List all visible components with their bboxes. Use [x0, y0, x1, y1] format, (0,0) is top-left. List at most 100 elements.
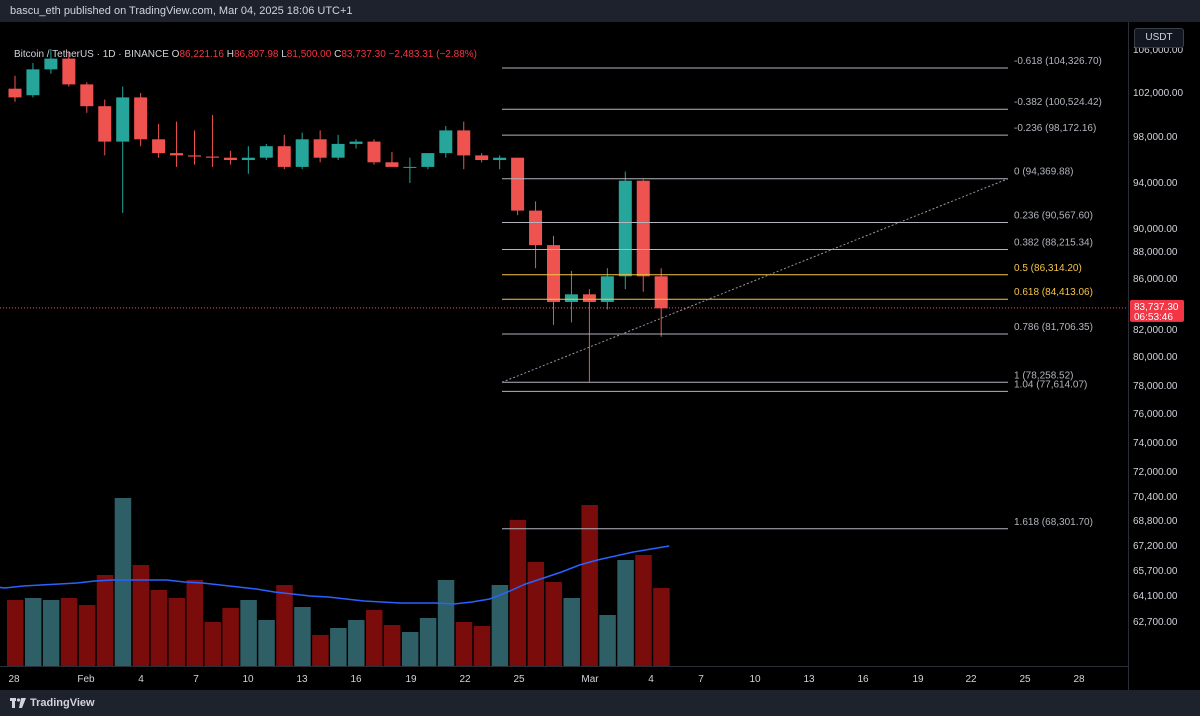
time-tick-label: 16: [350, 674, 362, 685]
volume-bar: [24, 598, 42, 666]
candle-body: [547, 245, 560, 302]
price-axis[interactable]: 106,000.00 102,000.00 98,000.00 94,000.00 90…: [1128, 22, 1200, 690]
candle-body: [134, 97, 148, 140]
published-info: bascu_eth published on TradingView.com, …: [10, 5, 353, 17]
time-tick-label: 19: [405, 674, 417, 685]
close-label: C: [334, 49, 342, 60]
trend-line[interactable]: [501, 178, 1009, 383]
time-tick-label: 16: [857, 674, 869, 685]
fib-level-label: -0.382 (100,524.42): [1014, 97, 1102, 108]
candle-body: [277, 146, 291, 167]
fib-level-label: 0.5 (86,314.20): [1014, 263, 1082, 274]
candle-body: [98, 106, 112, 142]
last-price-countdown: 06:53:46: [1134, 312, 1173, 323]
candle-body: [26, 69, 40, 96]
volume-bar: [96, 575, 114, 666]
candle-body: [241, 157, 255, 160]
volume-ma-line: [0, 545, 670, 605]
symbol-name: Bitcoin / TetherUS · 1D · BINANCE: [14, 49, 169, 60]
candle-body: [529, 210, 543, 246]
volume-bar: [60, 598, 78, 666]
symbol-legend: Bitcoin / TetherUS · 1D · BINANCE O86,22…: [14, 49, 477, 60]
volume-bar: [258, 620, 275, 666]
candle-body: [349, 141, 363, 144]
volume-bar: [653, 588, 670, 666]
price-tick-label: 90,000.00: [1133, 224, 1178, 235]
price-tick-label: 86,000.00: [1133, 274, 1178, 285]
price-tick-label: 76,000.00: [1133, 409, 1178, 420]
volume-bar: [132, 565, 150, 666]
fib-level-label: 1 (78,258.52): [1014, 370, 1074, 381]
candle-body: [636, 180, 650, 277]
volume-bar: [383, 625, 401, 666]
volume-bar: [78, 605, 96, 666]
close-value: 83,737.30: [341, 49, 386, 60]
volume-bar: [437, 580, 455, 666]
time-tick-label: 10: [749, 674, 761, 685]
candle-body: [152, 139, 166, 154]
candle-body: [80, 84, 94, 107]
fib-level-label: 0.786 (81,706.35): [1014, 322, 1093, 333]
volume-bar: [150, 590, 168, 666]
candle-body: [493, 157, 507, 160]
time-tick-label: Feb: [77, 674, 95, 685]
volume-bar: [599, 615, 616, 666]
candle-body: [511, 157, 525, 211]
price-tick-label: 67,200.00: [1133, 541, 1178, 552]
candle-body: [170, 153, 184, 156]
fib-level-label: 0 (94,369.88): [1014, 167, 1074, 178]
price-tick-label: 80,000.00: [1133, 352, 1178, 363]
volume-bar: [168, 598, 186, 666]
candle-body: [654, 276, 668, 309]
time-tick-label: 22: [459, 674, 471, 685]
chart-area[interactable]: -0.618 (104,326.70) -0.382 (100,524.42) -0…: [0, 22, 1128, 690]
volume-bar: [401, 632, 419, 666]
candle-body: [259, 146, 273, 158]
low-label: L: [281, 49, 287, 60]
time-tick-label: 10: [242, 674, 254, 685]
fib-level-label: 1.618 (68,301.70): [1014, 517, 1093, 528]
time-tick-label: 22: [965, 674, 977, 685]
candle-body: [223, 157, 237, 160]
time-axis[interactable]: 28 Feb 4 7 10 13 16 19 22 25 Mar 4 7 10 13 16 19 22 25 28: [0, 666, 1128, 691]
candle-body: [116, 97, 130, 142]
candle-body: [421, 153, 435, 167]
volume-bar: [563, 598, 580, 666]
volume-bar: [581, 505, 598, 666]
candle-body: [62, 58, 76, 85]
currency-button[interactable]: USDT: [1134, 28, 1184, 48]
candle-body: [313, 139, 327, 158]
time-tick-label: 4: [648, 674, 654, 685]
candle-body: [44, 58, 58, 70]
change-value: −2,483.31 (−2.88%): [388, 49, 477, 60]
price-tick-label: 78,000.00: [1133, 381, 1178, 392]
price-tick-label: 65,700.00: [1133, 566, 1178, 577]
fib-level-label: -0.618 (104,326.70): [1014, 56, 1102, 67]
time-tick-label: Mar: [581, 674, 599, 685]
time-tick-label: 7: [193, 674, 199, 685]
volume-bar: [330, 628, 347, 666]
low-value: 81,500.00: [286, 49, 332, 60]
candle-body: [295, 139, 309, 167]
price-tick-label: 102,000.00: [1133, 88, 1183, 99]
time-tick-label: 13: [803, 674, 815, 685]
candle-body: [403, 166, 417, 168]
volume-bar: [635, 555, 652, 666]
volume-bar: [509, 520, 527, 666]
open-label: O: [171, 49, 180, 60]
price-tick-label: 82,000.00: [1133, 325, 1178, 336]
price-tick-label: 88,000.00: [1133, 247, 1178, 258]
tradingview-icon: [10, 698, 26, 709]
volume-bar: [240, 600, 257, 666]
time-tick-label: 25: [513, 674, 525, 685]
volume-bar: [491, 585, 509, 666]
candle-body: [188, 155, 201, 157]
candle-body: [367, 141, 381, 163]
volume-bar: [545, 582, 562, 666]
publish-bar: bascu_eth published on TradingView.com, …: [0, 0, 1200, 22]
volume-bar: [527, 562, 545, 666]
price-tick-label: 98,000.00: [1133, 132, 1178, 143]
fib-level-label: 0.236 (90,567.60): [1014, 210, 1093, 221]
candle-body: [8, 88, 22, 98]
price-tick-label: 70,400.00: [1133, 492, 1178, 503]
